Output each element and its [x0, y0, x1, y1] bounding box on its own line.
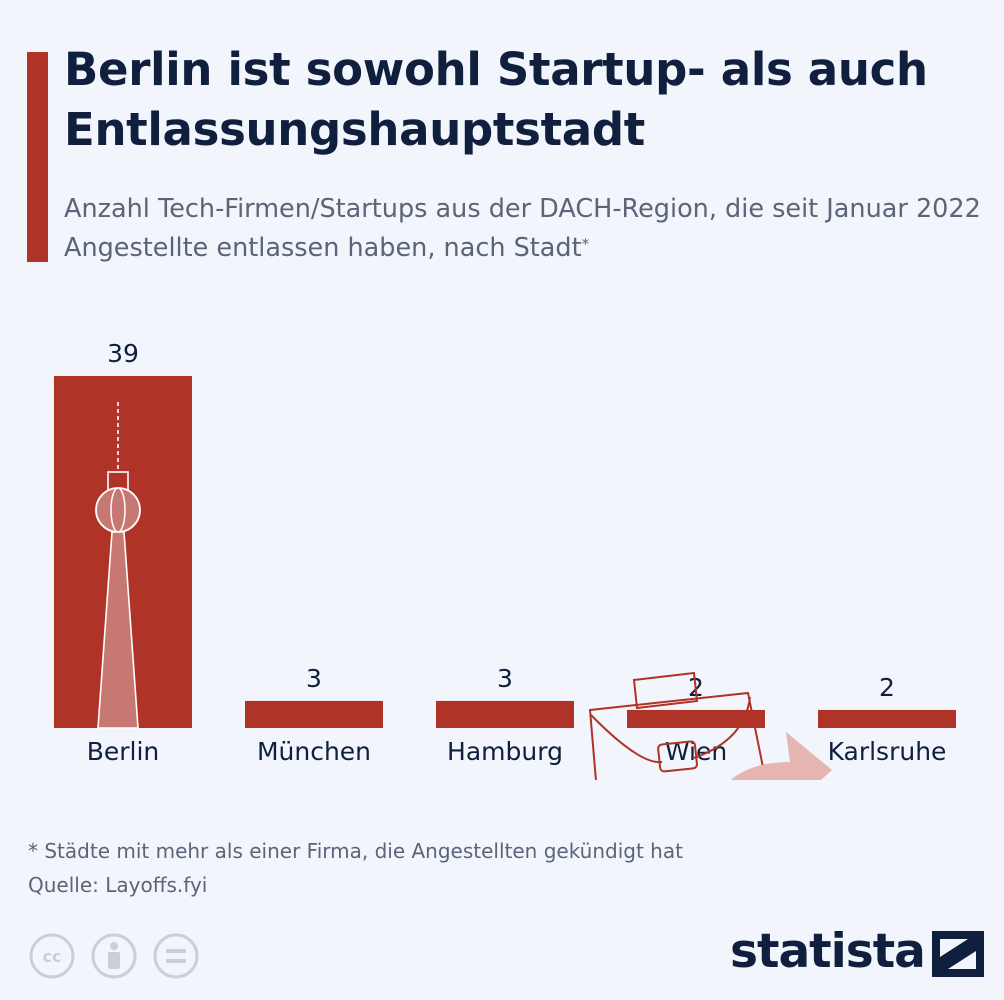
category-label-karlsruhe: Karlsruhe	[828, 737, 947, 766]
footnote: * Städte mit mehr als einer Firma, die A…	[28, 834, 683, 902]
tv-tower-icon	[95, 402, 141, 729]
equals-icon[interactable]	[153, 933, 199, 979]
svg-text:cc: cc	[43, 947, 62, 966]
subtitle-footnote-mark: *	[581, 235, 590, 253]
bar-munchen	[245, 700, 383, 728]
value-label-karlsruhe: 2	[879, 673, 895, 702]
value-label-hamburg: 3	[497, 664, 513, 693]
category-label-berlin: Berlin	[87, 737, 160, 766]
category-label-hamburg: Hamburg	[447, 737, 563, 766]
subtitle-text: Anzahl Tech-Firmen/Startups aus der DACH…	[64, 194, 981, 263]
source-line: Quelle: Layoffs.fyi	[28, 873, 208, 897]
value-label-berlin: 39	[107, 339, 139, 368]
footnote-note: * Städte mit mehr als einer Firma, die A…	[28, 839, 683, 863]
briefcase-icon	[588, 671, 767, 780]
bar-karlsruhe	[818, 709, 956, 728]
bar-hamburg	[436, 700, 574, 728]
license-icons[interactable]: cc	[28, 932, 208, 980]
title-accent-bar	[27, 52, 48, 262]
bar-wien	[627, 709, 765, 728]
arrow-right-icon	[730, 732, 832, 780]
person-icon[interactable]	[91, 933, 137, 979]
statista-logo-icon[interactable]	[932, 931, 984, 977]
cc-icon[interactable]: cc	[29, 933, 75, 979]
statista-logo[interactable]: statista	[730, 924, 926, 979]
value-label-munchen: 3	[306, 664, 322, 693]
chart-title: Berlin ist sowohl Startup- als auch Entl…	[64, 43, 928, 156]
category-label-munchen: München	[257, 737, 371, 766]
chart-subtitle: Anzahl Tech-Firmen/Startups aus der DACH…	[64, 190, 994, 268]
